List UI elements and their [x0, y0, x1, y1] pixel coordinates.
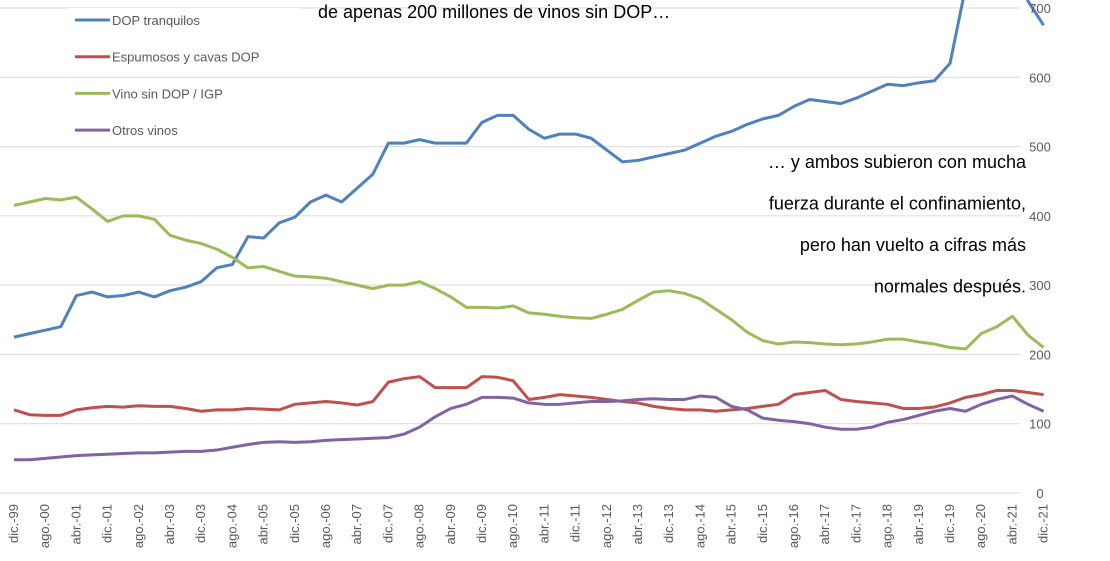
x-tick-label: abr.-19 — [911, 504, 926, 544]
x-tick-label: abr.-17 — [817, 504, 832, 544]
y-tick-label: 500 — [1029, 140, 1051, 155]
x-tick-label: abr.-07 — [349, 504, 364, 544]
x-tick-label: ago.-16 — [786, 504, 801, 548]
grid — [0, 7, 1020, 494]
annotation: fuerza durante el confinamiento, — [769, 194, 1026, 214]
x-tick-label: abr.-05 — [256, 504, 271, 544]
x-tick-label: abr.-01 — [68, 504, 83, 544]
x-tick-label: dic.-15 — [755, 504, 770, 543]
data-line — [13, 195, 1045, 351]
data-line — [13, 375, 1044, 417]
legend-label: Espumosos y cavas DOP — [112, 50, 259, 65]
y-tick-label: 100 — [1029, 417, 1051, 432]
plot-area — [13, 0, 1045, 462]
x-tick-label: dic.-19 — [942, 504, 957, 543]
legend-label: DOP tranquilos — [112, 13, 200, 28]
y-tick-label: 700 — [1029, 1, 1051, 16]
x-tick-label: dic.-07 — [380, 504, 395, 543]
legend-bg — [70, 44, 300, 69]
x-tick-label: dic.-05 — [287, 504, 302, 543]
x-tick-label: dic.-11 — [568, 504, 583, 542]
legend-label: Vino sin DOP / IGP — [112, 86, 223, 101]
x-tick-label: ago.-10 — [505, 504, 520, 548]
y-tick-label: 0 — [1036, 486, 1043, 501]
data-line — [14, 394, 1045, 462]
x-tick-label: dic.-09 — [474, 504, 489, 543]
x-tick-label: ago.-14 — [692, 504, 707, 548]
x-tick-label: dic.-21 — [1036, 504, 1051, 543]
x-tick-label: ago.-12 — [599, 504, 614, 548]
x-tick-label: dic.-13 — [661, 504, 676, 543]
x-tick-label: ago.-00 — [37, 504, 52, 548]
x-tick-label: ago.-20 — [973, 504, 988, 548]
y-tick-label: 300 — [1029, 278, 1051, 293]
x-tick-label: abr.-13 — [630, 504, 645, 544]
x-tick-label: abr.-09 — [443, 504, 458, 544]
legend-label: Otros vinos — [112, 123, 178, 138]
x-tick-label: ago.-02 — [131, 504, 146, 548]
annotation: pero han vuelto a cifras más — [800, 235, 1026, 255]
x-tick-label: dic.-03 — [193, 504, 208, 543]
y-tick-label: 200 — [1029, 347, 1051, 362]
chart-title: de apenas 200 millones de vinos sin DOP… — [318, 2, 670, 22]
x-tick-label: dic.-17 — [848, 504, 863, 543]
x-tick-label: abr.-21 — [1004, 504, 1019, 544]
x-tick-label: dic.-99 — [6, 504, 21, 543]
x-tick-label: ago.-06 — [318, 504, 333, 548]
x-tick-label: ago.-04 — [224, 504, 239, 548]
annotation: … y ambos subieron con mucha — [768, 152, 1027, 172]
x-tick-label: ago.-18 — [880, 504, 895, 548]
x-tick-label: dic.-01 — [100, 504, 115, 543]
y-tick-label: 400 — [1029, 209, 1051, 224]
annotation: normales después. — [874, 277, 1026, 297]
x-tick-label: ago.-08 — [412, 504, 427, 548]
data-line — [13, 0, 1045, 339]
x-tick-label: abr.-11 — [536, 504, 551, 544]
y-tick-label: 600 — [1029, 70, 1051, 85]
x-tick-label: abr.-03 — [162, 504, 177, 544]
x-tick-label: abr.-15 — [724, 504, 739, 544]
